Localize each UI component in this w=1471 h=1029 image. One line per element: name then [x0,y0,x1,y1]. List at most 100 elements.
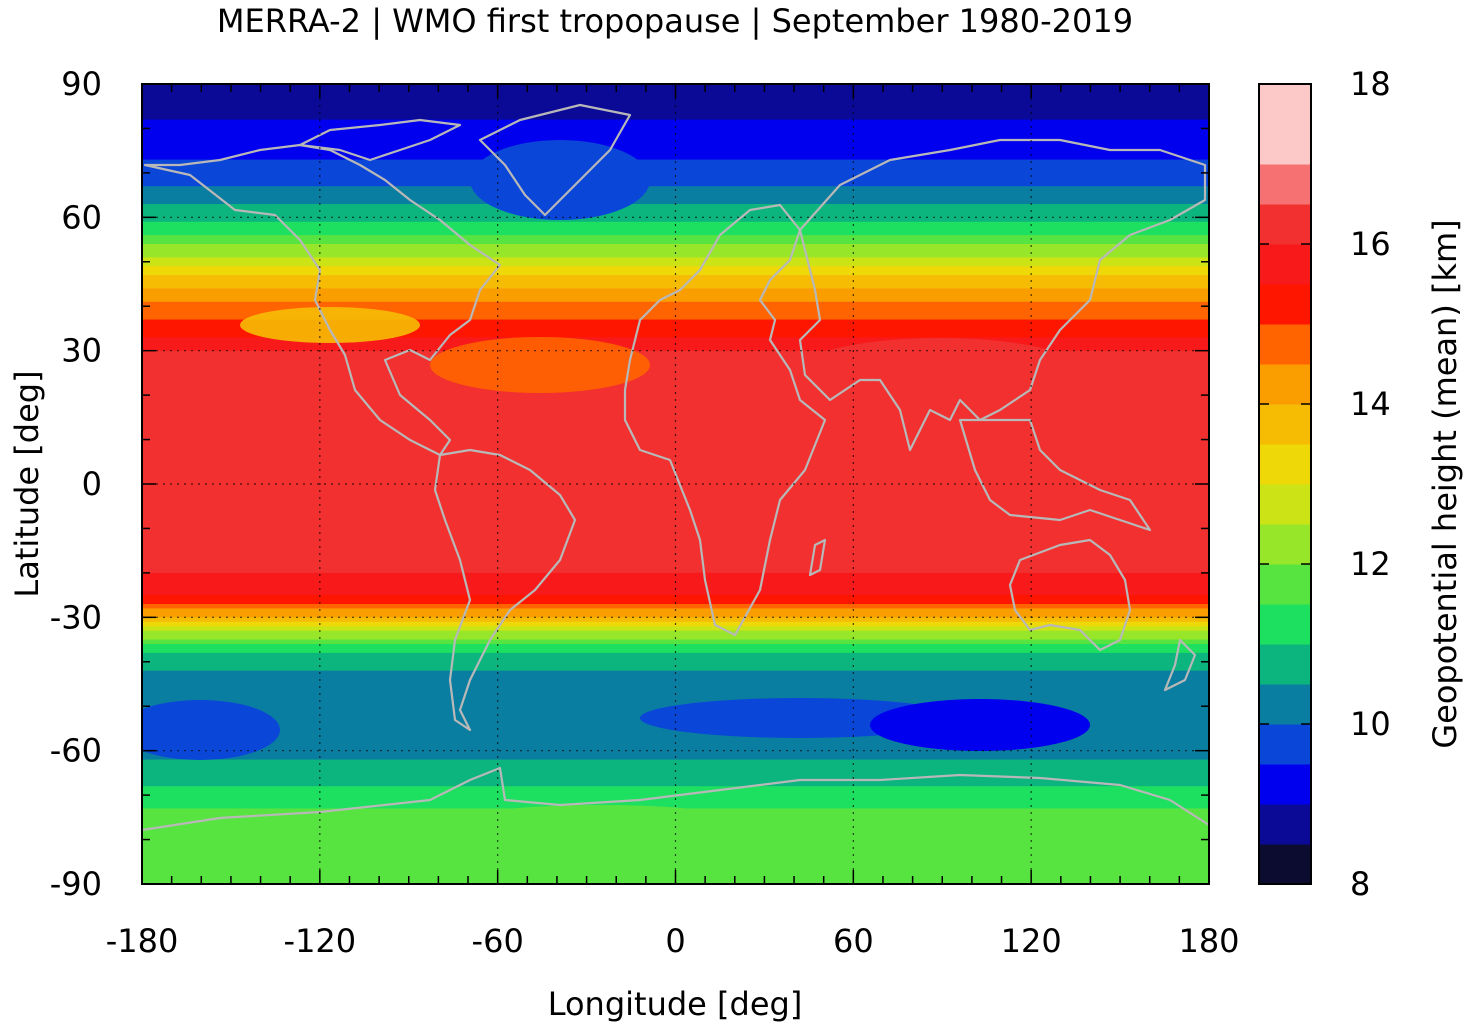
height-band [142,697,1209,703]
height-band [142,284,1209,290]
gridlines [142,84,1209,884]
height-band [142,337,1209,343]
height-band [142,315,1209,321]
height-band [142,212,1209,218]
height-band [142,510,1209,516]
height-band [142,777,1209,783]
colorbar-swatch [1259,284,1311,325]
height-band [142,119,1209,125]
height-band [142,492,1209,498]
x-tick-label: 120 [1001,922,1062,960]
height-band [142,417,1209,423]
x-tick-label: 60 [833,922,874,960]
height-band [142,310,1209,316]
height-band [142,164,1209,170]
colorbar-swatch [1259,324,1311,365]
southern-ocean-low-1 [142,700,280,760]
colorbar-swatch [1259,124,1311,165]
colorbar-swatch [1259,404,1311,445]
height-band [142,546,1209,552]
x-tick-label: -60 [472,922,524,960]
height-band [142,506,1209,512]
colorbar-swatch [1259,164,1311,205]
coastlines [142,103,1209,832]
height-band [142,141,1209,147]
height-band [142,484,1209,490]
height-band [142,332,1209,338]
height-band [142,466,1209,472]
colorbar-tick-label: 16 [1350,225,1391,263]
colorbar-swatch [1259,604,1311,645]
height-band [142,701,1209,707]
y-axis-label: Latitude [deg] [8,370,46,597]
height-band [142,168,1209,174]
height-band [142,630,1209,636]
height-band [142,106,1209,112]
height-band [142,590,1209,596]
height-band [142,301,1209,307]
antarctic-plateau [400,805,800,875]
coastline-australia [1008,538,1132,652]
height-band [142,448,1209,454]
y-tick-labels: 90 60 30 0 -30 -60 -90 [50,65,102,903]
height-band [142,115,1209,121]
height-band [142,692,1209,698]
coastline-north-america [143,143,502,457]
colorbar-label: Geopotential height (mean) [km] [1426,219,1464,748]
colorbar-frame [1258,83,1312,885]
height-band [142,532,1209,538]
y-tick-label: 90 [61,65,102,103]
height-band [142,261,1209,267]
greenland-low [470,140,650,220]
height-band [142,190,1209,196]
y-tick-label: 0 [82,465,102,503]
height-band [142,346,1209,352]
atlantic-trough [430,337,650,393]
height-band [142,275,1209,281]
height-band [142,101,1209,107]
height-band [142,324,1209,330]
height-band [142,457,1209,463]
height-band [142,350,1209,356]
height-band [142,199,1209,205]
height-band [142,137,1209,143]
regional-anomalies [142,140,1090,875]
height-band [142,288,1209,294]
coastline-europe-africa [623,203,827,637]
height-band [142,519,1209,525]
map-area [142,84,1209,884]
height-band [142,497,1209,503]
coastline-southeast-asia [958,418,1152,532]
height-band [142,408,1209,414]
height-band [142,661,1209,667]
height-band [142,675,1209,681]
height-band [142,364,1209,370]
height-band [142,217,1209,223]
colorbar-swatch [1259,764,1311,805]
y-tick-label: -90 [50,865,102,903]
height-band [142,239,1209,245]
coastline-greenland [478,103,632,217]
height-band [142,430,1209,436]
height-band [142,435,1209,441]
height-band [142,177,1209,183]
colorbar-swatch [1259,684,1311,725]
height-band [142,252,1209,258]
height-band [142,652,1209,658]
colorbar-tick-label: 14 [1350,385,1391,423]
height-band [142,577,1209,583]
height-band [142,515,1209,521]
colorbar-swatch [1259,244,1311,285]
height-band [142,421,1209,427]
height-band [142,750,1209,756]
height-band [142,746,1209,752]
x-axis-label: Longitude [deg] [548,985,803,1023]
chart-title: MERRA-2 | WMO first tropopause | Septemb… [217,2,1133,40]
height-band [142,737,1209,743]
height-band [142,297,1209,303]
height-band [142,359,1209,365]
x-tick-label: -120 [284,922,357,960]
height-band [142,666,1209,672]
x-tick-label: -180 [106,922,179,960]
y-tick-label: 30 [61,332,102,370]
